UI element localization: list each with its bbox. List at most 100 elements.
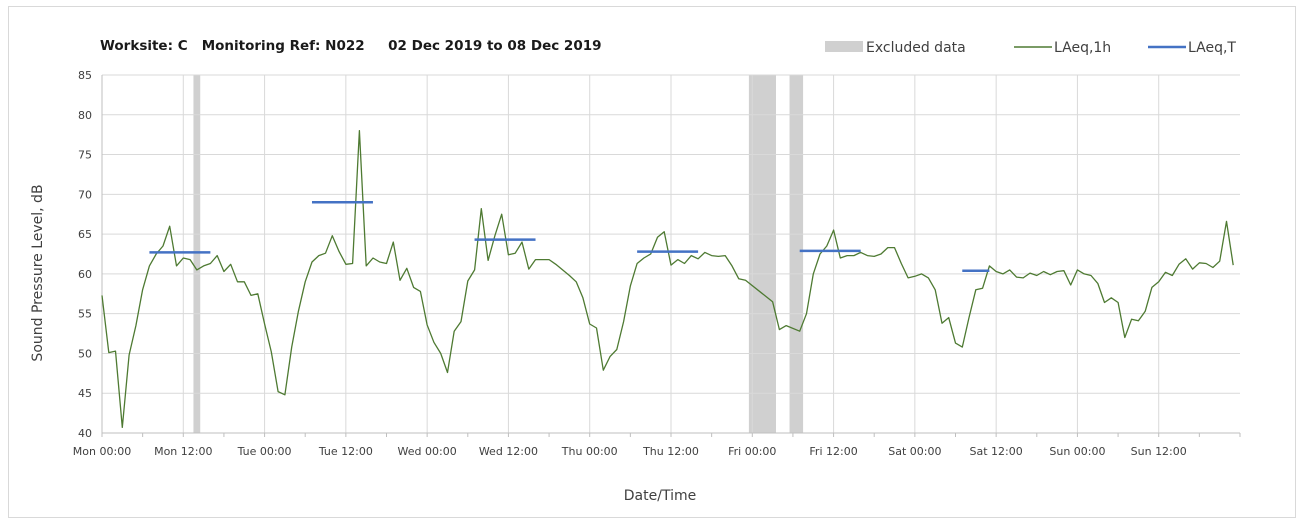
x-tick-label-3: Tue 12:00 bbox=[318, 445, 373, 458]
data-point-laeq-1h bbox=[1056, 270, 1058, 272]
data-point-laeq-1h bbox=[561, 269, 563, 271]
x-tick-label-12: Sun 00:00 bbox=[1049, 445, 1105, 458]
data-point-laeq-1h bbox=[649, 253, 651, 255]
data-point-laeq-1h bbox=[507, 254, 509, 256]
data-point-laeq-1h bbox=[114, 350, 116, 352]
data-point-laeq-1h bbox=[135, 324, 137, 326]
data-point-laeq-1h bbox=[697, 258, 699, 260]
data-point-laeq-1h bbox=[900, 262, 902, 264]
data-point-laeq-1h bbox=[690, 254, 692, 256]
excluded-band-2 bbox=[789, 75, 804, 433]
data-point-laeq-1h bbox=[934, 289, 936, 291]
data-point-laeq-1h bbox=[1069, 284, 1071, 286]
data-point-laeq-1h bbox=[920, 273, 922, 275]
data-point-laeq-1h bbox=[670, 264, 672, 266]
x-tick-label-10: Sat 00:00 bbox=[888, 445, 941, 458]
data-point-laeq-1h bbox=[1097, 282, 1099, 284]
data-point-laeq-1h bbox=[968, 316, 970, 318]
data-point-laeq-1h bbox=[494, 235, 496, 237]
x-tick-label-0: Mon 00:00 bbox=[73, 445, 131, 458]
y-tick-label-80: 80 bbox=[78, 109, 92, 122]
data-point-laeq-1h bbox=[182, 257, 184, 259]
data-point-laeq-1h bbox=[575, 281, 577, 283]
data-point-laeq-1h bbox=[1205, 262, 1207, 264]
data-point-laeq-1h bbox=[1090, 274, 1092, 276]
x-tick-label-11: Sat 12:00 bbox=[970, 445, 1023, 458]
x-tick-label-1: Mon 12:00 bbox=[154, 445, 212, 458]
data-point-laeq-1h bbox=[162, 245, 164, 247]
x-tick-label-4: Wed 00:00 bbox=[398, 445, 457, 458]
data-point-laeq-1h bbox=[101, 294, 103, 296]
data-point-laeq-1h bbox=[1008, 269, 1010, 271]
data-point-laeq-1h bbox=[223, 270, 225, 272]
data-point-laeq-1h bbox=[202, 265, 204, 267]
data-point-laeq-1h bbox=[1063, 270, 1065, 272]
data-point-laeq-1h bbox=[738, 277, 740, 279]
data-point-laeq-1h bbox=[230, 263, 232, 265]
data-points bbox=[101, 129, 1235, 428]
data-point-laeq-1h bbox=[1076, 269, 1078, 271]
y-tick-label-55: 55 bbox=[78, 308, 92, 321]
x-tick-label-6: Thu 00:00 bbox=[561, 445, 618, 458]
data-point-laeq-1h bbox=[236, 281, 238, 283]
data-point-laeq-1h bbox=[1144, 310, 1146, 312]
y-axis-title: Sound Pressure Level, dB bbox=[30, 184, 46, 361]
series-layer bbox=[101, 130, 1234, 429]
data-point-laeq-1h bbox=[961, 346, 963, 348]
data-point-laeq-1h bbox=[270, 351, 272, 353]
data-point-laeq-1h bbox=[948, 316, 950, 318]
x-tick-label-7: Thu 12:00 bbox=[642, 445, 699, 458]
data-point-laeq-1h bbox=[548, 258, 550, 260]
data-point-laeq-1h bbox=[311, 261, 313, 263]
data-point-laeq-1h bbox=[812, 273, 814, 275]
data-point-laeq-1h bbox=[643, 257, 645, 259]
data-point-laeq-1h bbox=[358, 129, 360, 131]
data-point-laeq-1h bbox=[155, 253, 157, 255]
data-point-laeq-1h bbox=[907, 277, 909, 279]
data-point-laeq-1h bbox=[853, 254, 855, 256]
data-point-laeq-1h bbox=[1117, 301, 1119, 303]
data-point-laeq-1h bbox=[460, 320, 462, 322]
data-point-laeq-1h bbox=[1171, 274, 1173, 276]
data-point-laeq-1h bbox=[1029, 272, 1031, 274]
data-point-laeq-1h bbox=[710, 254, 712, 256]
data-point-laeq-1h bbox=[954, 342, 956, 344]
data-point-laeq-1h bbox=[941, 322, 943, 324]
data-point-laeq-1h bbox=[277, 390, 279, 392]
legend: Excluded data LAeq,1h LAeq,T bbox=[825, 40, 1236, 56]
data-point-laeq-1h bbox=[392, 241, 394, 243]
data-point-laeq-1h bbox=[399, 279, 401, 281]
data-point-laeq-1h bbox=[866, 254, 868, 256]
chart-title: Worksite: C Monitoring Ref: N022 02 Dec … bbox=[100, 38, 602, 54]
y-tick-label-60: 60 bbox=[78, 268, 92, 281]
data-point-laeq-1h bbox=[541, 258, 543, 260]
data-point-laeq-1h bbox=[731, 265, 733, 267]
data-point-laeq-1h bbox=[663, 231, 665, 233]
data-point-laeq-1h bbox=[1158, 281, 1160, 283]
data-point-laeq-1h bbox=[1232, 264, 1234, 266]
data-point-laeq-1h bbox=[744, 279, 746, 281]
data-point-laeq-1h bbox=[1049, 273, 1051, 275]
data-point-laeq-1h bbox=[927, 277, 929, 279]
data-point-laeq-1h bbox=[108, 351, 110, 353]
data-point-laeq-1h bbox=[514, 252, 516, 254]
data-point-laeq-1h bbox=[345, 263, 347, 265]
data-point-laeq-1h bbox=[988, 265, 990, 267]
excluded-band-1 bbox=[748, 75, 776, 433]
data-point-laeq-1h bbox=[426, 324, 428, 326]
x-tick-label-5: Wed 12:00 bbox=[479, 445, 538, 458]
data-point-laeq-1h bbox=[385, 262, 387, 264]
axes bbox=[101, 75, 1241, 437]
data-point-laeq-1h bbox=[893, 246, 895, 248]
data-point-laeq-1h bbox=[805, 312, 807, 314]
legend-label-laeq-1h: LAeq,1h bbox=[1054, 40, 1111, 56]
data-point-laeq-1h bbox=[406, 267, 408, 269]
data-point-laeq-1h bbox=[1137, 320, 1139, 322]
data-point-laeq-1h bbox=[209, 262, 211, 264]
data-point-laeq-1h bbox=[826, 245, 828, 247]
data-point-laeq-1h bbox=[880, 253, 882, 255]
data-point-laeq-1h bbox=[582, 297, 584, 299]
legend-label-excluded: Excluded data bbox=[866, 40, 966, 56]
data-point-laeq-1h bbox=[616, 348, 618, 350]
data-point-laeq-1h bbox=[521, 241, 523, 243]
